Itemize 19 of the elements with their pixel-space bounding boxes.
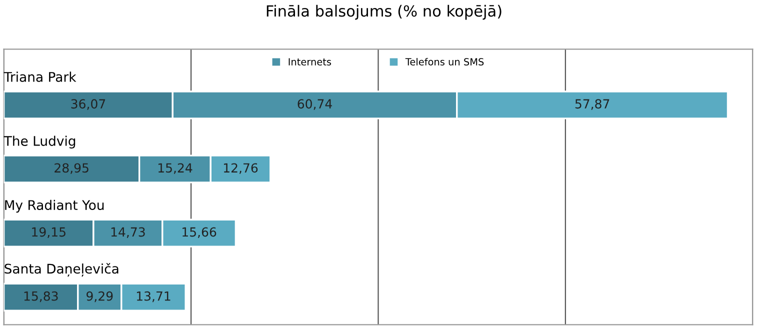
data-label: 13,71: [136, 291, 170, 302]
chart-title: Fināla balsojums (% no kopējā): [266, 4, 502, 20]
y-tick-label: Triana Park: [4, 72, 76, 82]
data-label: 15,24: [158, 163, 192, 174]
legend-label: Internets: [288, 58, 332, 66]
data-label: 15,83: [24, 291, 58, 302]
data-label: 9,29: [86, 291, 113, 302]
data-label: 14,73: [111, 227, 145, 238]
data-label: 57,87: [575, 99, 610, 110]
legend-label: Telefons un SMS: [405, 58, 484, 66]
y-tick-label: Santa Daņeļeviča: [4, 262, 118, 277]
data-label: 36,07: [71, 99, 106, 110]
data-label: 28,95: [54, 163, 88, 174]
data-label: 60,74: [298, 99, 332, 110]
data-label: 19,15: [32, 227, 66, 238]
y-tick-label: My Radiant You: [5, 200, 104, 213]
y-tick-label: The Ludvig: [4, 136, 76, 149]
data-label: 15,66: [182, 227, 216, 238]
data-label: 12,76: [224, 163, 258, 174]
